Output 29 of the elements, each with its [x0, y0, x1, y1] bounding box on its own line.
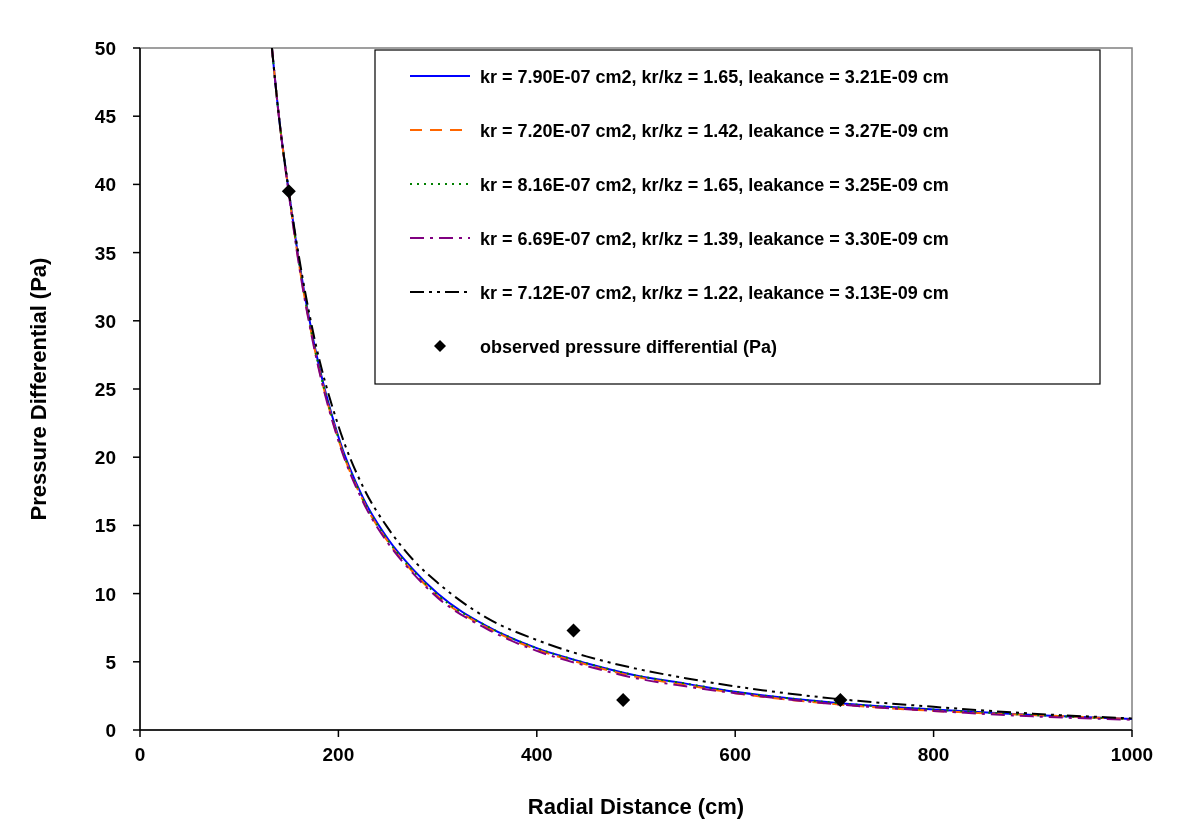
legend-label: kr = 8.16E-07 cm2, kr/kz = 1.65, leakance = 3.25E-09 cm — [480, 175, 949, 195]
legend-label: kr = 7.90E-07 cm2, kr/kz = 1.65, leakance = 3.21E-09 cm — [480, 67, 949, 87]
y-tick-label: 20 — [94, 447, 116, 469]
x-tick-label: 600 — [719, 744, 752, 765]
y-tick-label: 15 — [94, 515, 117, 537]
point — [616, 692, 631, 707]
x-tick-label: 400 — [520, 744, 553, 765]
legend-label: kr = 6.69E-07 cm2, kr/kz = 1.39, leakance = 3.30E-09 cm — [480, 229, 949, 249]
y-tick-label: 10 — [94, 583, 116, 605]
x-tick-label: 800 — [917, 744, 950, 765]
x-axis-title: Radial Distance (cm) — [527, 794, 745, 819]
y-tick-label: 0 — [105, 720, 116, 741]
y-tick-label: 45 — [94, 106, 117, 128]
legend-label: kr = 7.20E-07 cm2, kr/kz = 1.42, leakance = 3.27E-09 cm — [480, 121, 949, 141]
legend-label: observed pressure differential (Pa) — [480, 337, 778, 357]
x-tick-label: 200 — [322, 744, 355, 765]
y-tick-label: 50 — [94, 38, 116, 59]
y-tick-label: 40 — [94, 174, 116, 196]
y-tick-label: 35 — [94, 242, 117, 264]
y-axis-title: Pressure Differential (Pa) — [26, 257, 51, 521]
x-tick-label: 1000 — [1110, 744, 1154, 765]
point — [833, 692, 848, 707]
point — [566, 623, 581, 638]
legend-label: kr = 7.12E-07 cm2, kr/kz = 1.22, leakance = 3.13E-09 cm — [480, 283, 949, 303]
y-tick-label: 30 — [94, 310, 116, 332]
x-tick-label: 0 — [134, 744, 146, 765]
y-tick-label: 5 — [105, 651, 117, 673]
point — [281, 184, 296, 199]
y-tick-label: 25 — [94, 379, 117, 400]
